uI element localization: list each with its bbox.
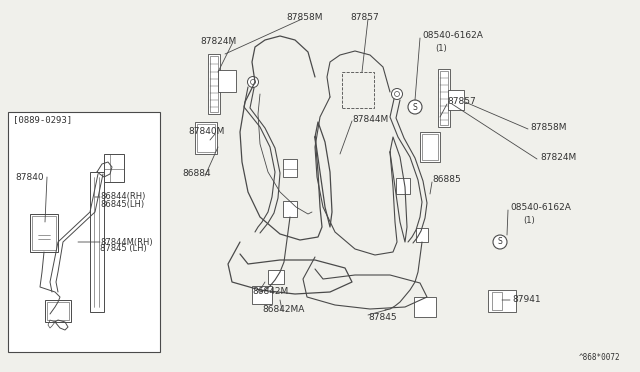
Bar: [210, 56, 218, 112]
Text: 87857: 87857: [350, 13, 379, 22]
FancyBboxPatch shape: [414, 297, 436, 317]
FancyBboxPatch shape: [30, 214, 58, 252]
Text: S: S: [498, 237, 502, 247]
Text: 87844M: 87844M: [352, 115, 388, 124]
Text: 87858M: 87858M: [530, 122, 566, 131]
Text: (1): (1): [435, 45, 447, 54]
Bar: [440, 71, 448, 125]
Text: 87858M: 87858M: [286, 13, 323, 22]
FancyBboxPatch shape: [268, 270, 284, 284]
FancyBboxPatch shape: [416, 228, 428, 242]
Text: 87844M(RH): 87844M(RH): [100, 237, 152, 247]
Circle shape: [248, 77, 259, 87]
FancyBboxPatch shape: [45, 300, 71, 322]
Text: 86842MA: 86842MA: [262, 305, 305, 314]
Text: 86845(LH): 86845(LH): [100, 199, 144, 208]
FancyBboxPatch shape: [32, 216, 56, 250]
Text: 87845 (LH): 87845 (LH): [100, 244, 147, 253]
Text: 86844(RH): 86844(RH): [100, 192, 145, 202]
Bar: [8, 112, 160, 352]
Text: 87941: 87941: [512, 295, 541, 305]
Text: 08540-6162A: 08540-6162A: [510, 202, 571, 212]
Circle shape: [392, 89, 403, 99]
FancyBboxPatch shape: [283, 159, 297, 177]
Text: 86884: 86884: [182, 170, 211, 179]
Text: 87840M: 87840M: [188, 128, 225, 137]
Bar: [195, 122, 217, 154]
Text: 87824M: 87824M: [200, 38, 236, 46]
Circle shape: [250, 80, 255, 84]
FancyBboxPatch shape: [252, 286, 272, 304]
FancyBboxPatch shape: [218, 70, 236, 92]
Text: 86842M: 86842M: [252, 288, 288, 296]
Text: [0889-0293]: [0889-0293]: [13, 115, 72, 125]
Bar: [90, 172, 104, 312]
Text: 87824M: 87824M: [540, 153, 576, 161]
Circle shape: [408, 100, 422, 114]
Circle shape: [394, 92, 399, 96]
Text: 87840: 87840: [15, 173, 44, 182]
Bar: [197, 124, 215, 152]
FancyBboxPatch shape: [47, 302, 69, 320]
FancyBboxPatch shape: [396, 178, 410, 194]
FancyBboxPatch shape: [448, 90, 464, 110]
Text: 87857: 87857: [447, 97, 476, 106]
Text: 86885: 86885: [432, 176, 461, 185]
Bar: [420, 132, 440, 162]
Text: ^868*0072: ^868*0072: [579, 353, 620, 362]
Text: 87845: 87845: [368, 312, 397, 321]
Bar: [342, 72, 374, 108]
FancyBboxPatch shape: [283, 201, 297, 217]
Bar: [208, 54, 220, 114]
Bar: [492, 292, 502, 310]
Text: (1): (1): [523, 215, 535, 224]
Text: 08540-6162A: 08540-6162A: [422, 32, 483, 41]
Bar: [422, 134, 438, 160]
FancyBboxPatch shape: [104, 154, 124, 182]
Bar: [438, 69, 450, 127]
FancyBboxPatch shape: [488, 290, 516, 312]
Text: S: S: [413, 103, 417, 112]
Circle shape: [493, 235, 507, 249]
